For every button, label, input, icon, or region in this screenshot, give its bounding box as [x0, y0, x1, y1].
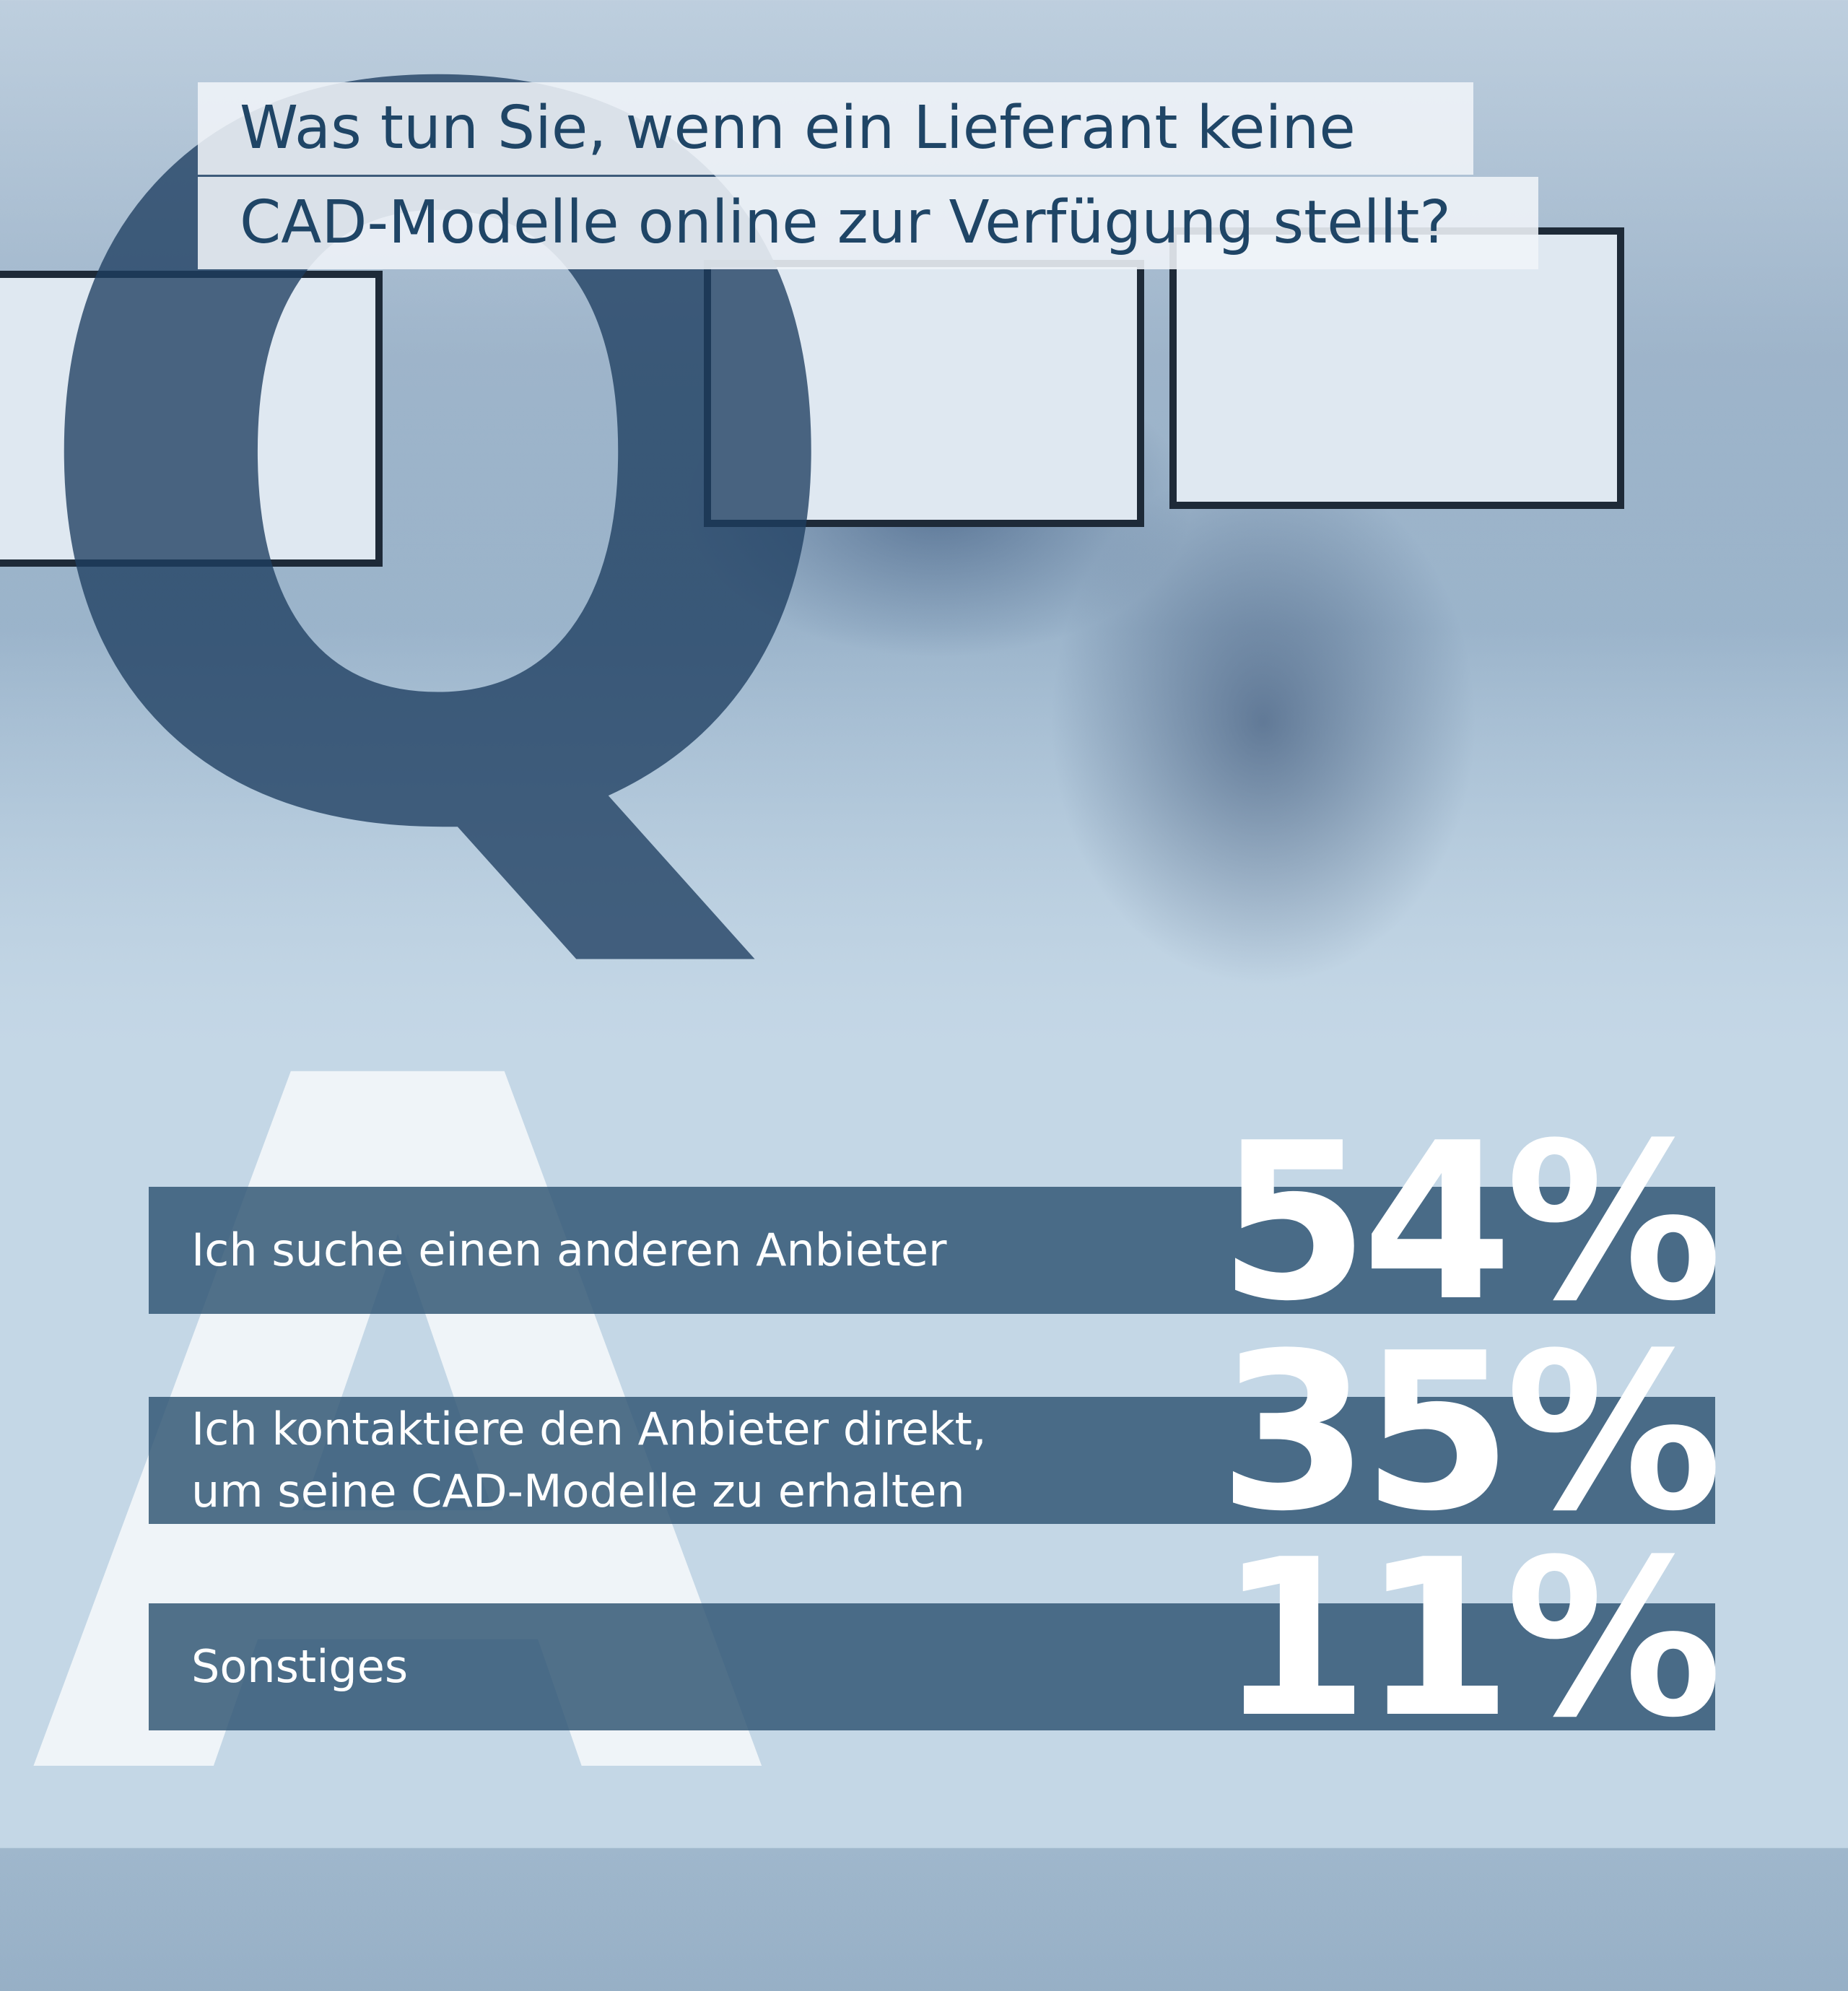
answer-label: um seine CAD-Modelle zu erhalten — [191, 1465, 965, 1517]
answer-label: Ich suche einen anderen Anbieter — [191, 1224, 947, 1276]
answer-percent: 54% — [1218, 1097, 1722, 1349]
answer-label: Sonstiges — [191, 1640, 409, 1693]
answer-percent: 11% — [1218, 1513, 1722, 1765]
answer-percent: 35% — [1218, 1307, 1722, 1559]
question-line: Was tun Sie, wenn ein Lieferant keine — [198, 82, 1473, 175]
monitor — [0, 271, 383, 567]
question-line: CAD-Modelle online zur Verfügung stellt? — [198, 177, 1538, 269]
monitor — [1169, 227, 1624, 509]
page: Q A Was tun Sie, wenn ein Lieferant kein… — [0, 0, 1848, 1848]
answer-label: Ich kontaktiere den Anbieter direkt, — [191, 1403, 987, 1455]
answer-bar — [149, 1603, 1715, 1730]
answer-bar — [149, 1397, 1715, 1524]
answer-bar — [149, 1187, 1715, 1314]
